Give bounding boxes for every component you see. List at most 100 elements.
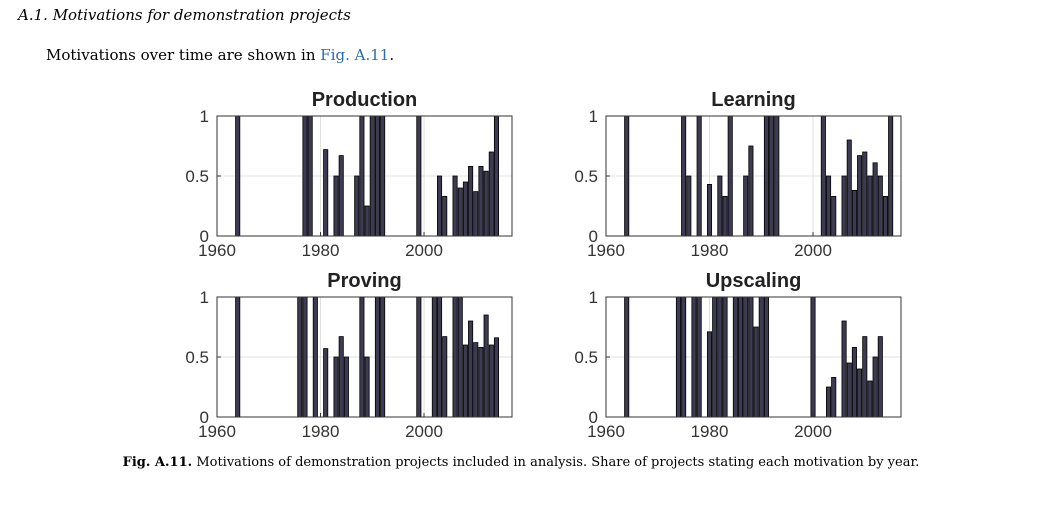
chart-proving: Proving 1960 1980 2000 0 0.5 1 — [185, 270, 513, 441]
x-tick-label: 1980 — [691, 422, 729, 441]
bar — [706, 331, 713, 418]
chart-learning: Learning 1960 1980 2000 0 0.5 1 — [574, 89, 902, 260]
figure-a11: Production 1960 1980 2000 0 0.5 1 Learning 1960 1… — [185, 89, 902, 441]
bar — [374, 115, 380, 237]
bar — [753, 326, 759, 418]
bar — [462, 344, 468, 418]
bar — [462, 181, 468, 237]
y-tick-label: 0 — [589, 227, 598, 246]
y-tick-label: 1 — [200, 288, 209, 307]
bar — [888, 115, 894, 237]
bar — [488, 344, 494, 418]
y-tick-label: 0.5 — [574, 167, 598, 186]
bar — [416, 115, 422, 237]
bar — [374, 296, 380, 418]
y-tick-label: 0 — [200, 408, 209, 427]
bar — [841, 320, 847, 418]
bar — [758, 296, 764, 418]
y-tick-label: 0.5 — [574, 348, 598, 367]
bar — [732, 296, 738, 418]
bar — [748, 145, 754, 237]
y-tick-label: 0.5 — [185, 348, 209, 367]
bar — [841, 175, 847, 237]
chart-title: Learning — [711, 89, 795, 111]
bar — [452, 296, 458, 418]
bar — [437, 296, 443, 418]
bar — [872, 162, 878, 237]
bar — [681, 296, 687, 418]
chart-title: Upscaling — [706, 270, 802, 292]
x-tick-label: 2000 — [794, 241, 832, 260]
bar — [743, 296, 749, 418]
bar — [696, 296, 702, 418]
bar — [416, 296, 422, 418]
x-tick-label: 2000 — [794, 422, 832, 441]
bar — [369, 115, 375, 237]
bar — [354, 175, 360, 237]
bar — [727, 115, 733, 237]
bar — [457, 296, 463, 418]
figure-caption: Fig. A.11. Motivations of demonstration … — [0, 455, 1042, 470]
bar — [468, 320, 474, 418]
intro-paragraph: Motivations over time are shown in Fig. … — [46, 46, 394, 64]
bar — [338, 336, 344, 418]
bar — [473, 191, 479, 237]
bar — [681, 115, 687, 237]
bar — [302, 115, 308, 237]
bar — [483, 314, 489, 418]
caption-text: Motivations of demonstration projects in… — [196, 455, 920, 470]
bar — [763, 115, 769, 237]
intro-text-end: . — [389, 46, 395, 64]
bar — [359, 115, 365, 237]
bar — [846, 139, 852, 237]
bar — [624, 296, 630, 418]
bar — [431, 296, 437, 418]
x-tick-label: 2000 — [405, 241, 443, 260]
bar — [686, 175, 692, 237]
bar — [380, 296, 386, 418]
bar — [877, 175, 883, 237]
y-tick-label: 1 — [589, 107, 598, 126]
bar — [675, 296, 681, 418]
bar — [846, 362, 852, 418]
bar — [468, 165, 474, 237]
bar — [831, 195, 837, 237]
bar — [738, 296, 744, 418]
bar — [862, 151, 868, 237]
bar — [307, 115, 313, 237]
bar — [717, 175, 723, 237]
bar — [867, 380, 873, 418]
bar — [722, 195, 728, 237]
bar — [333, 356, 339, 418]
section-number: A.1. — [18, 6, 48, 24]
x-tick-label: 1960 — [198, 422, 236, 441]
bar — [323, 348, 329, 418]
bar — [483, 170, 489, 237]
bar — [712, 296, 718, 418]
bar — [333, 175, 339, 237]
bar — [743, 175, 749, 237]
bar — [877, 336, 883, 418]
section-heading: A.1. Motivations for demonstration proje… — [18, 6, 351, 24]
bar — [851, 189, 857, 237]
bar — [364, 205, 370, 237]
bar — [706, 183, 713, 237]
chart-upscaling: Upscaling 1960 1980 2000 0 0.5 1 — [574, 270, 902, 441]
x-tick-label: 1980 — [302, 422, 340, 441]
bar — [857, 368, 863, 418]
x-tick-label: 2000 — [405, 422, 443, 441]
bar — [343, 356, 349, 418]
y-tick-label: 1 — [589, 288, 598, 307]
bar — [769, 115, 775, 237]
figure-link[interactable]: Fig. A.11 — [320, 46, 390, 64]
bar — [882, 195, 888, 237]
bar — [380, 115, 386, 237]
bar — [235, 296, 241, 418]
intro-text: Motivations over time are shown in — [46, 46, 321, 64]
bar — [831, 376, 837, 418]
x-tick-label: 1960 — [587, 241, 625, 260]
y-tick-label: 0 — [589, 408, 598, 427]
bar — [478, 165, 484, 237]
bar — [872, 356, 878, 418]
caption-label: Fig. A.11. — [122, 455, 193, 470]
